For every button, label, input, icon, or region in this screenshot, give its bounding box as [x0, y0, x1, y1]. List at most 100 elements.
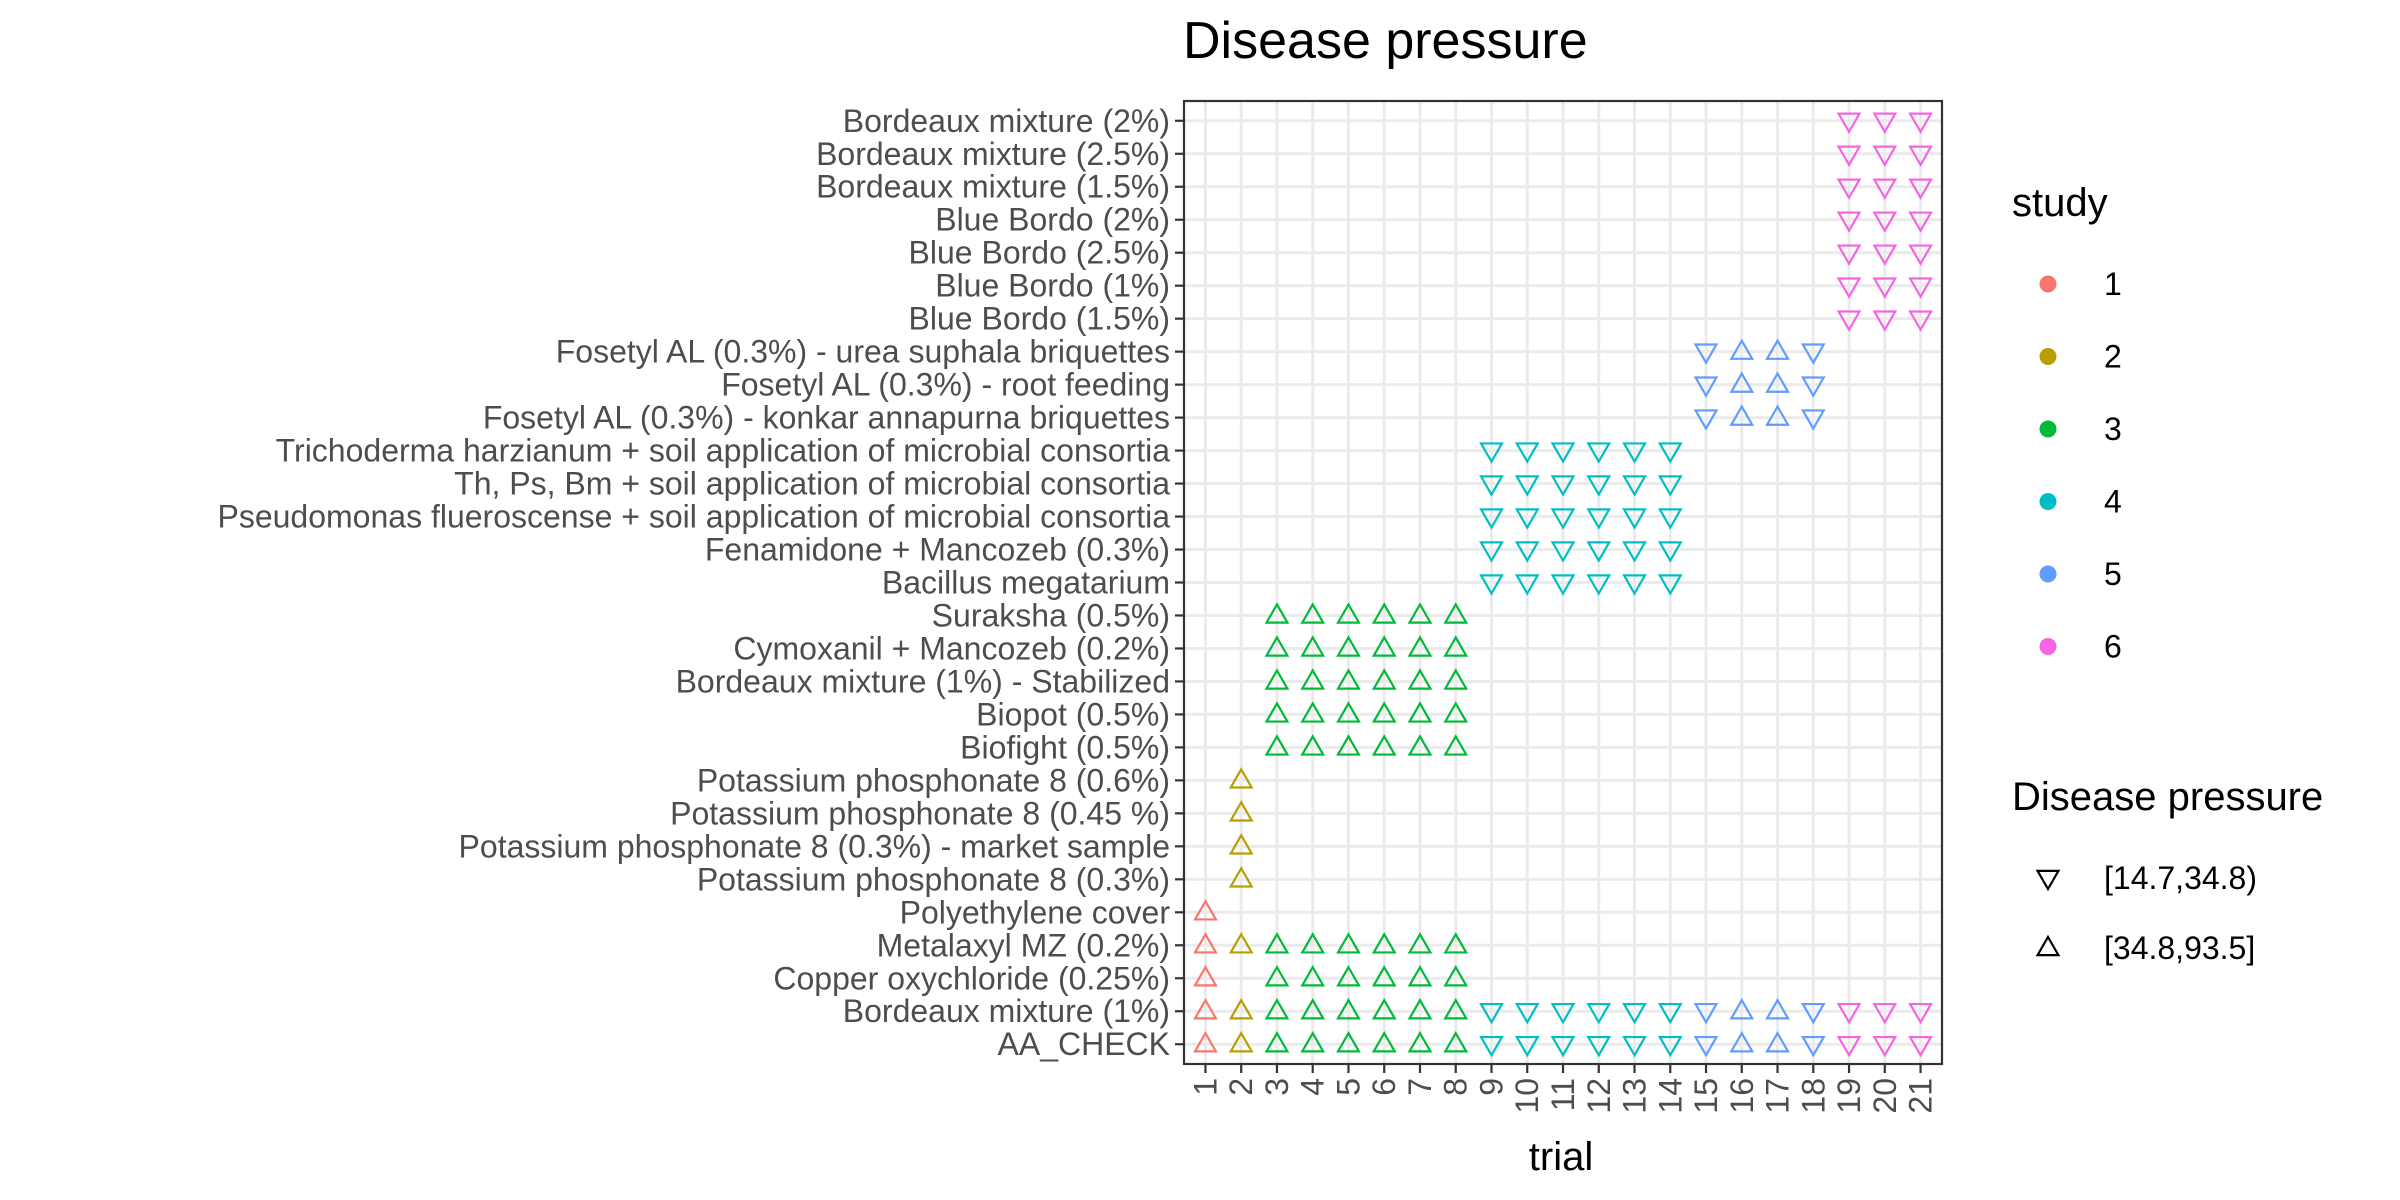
- y-tick-label: Fosetyl AL (0.3%) - urea suphala briquet…: [556, 334, 1170, 370]
- data-point: [1514, 1002, 1540, 1025]
- data-point: [1800, 409, 1826, 431]
- data-point: [1407, 965, 1433, 987]
- data-point: [1228, 800, 1254, 822]
- data-point: [1336, 668, 1361, 690]
- y-tick-label: Blue Bordo (1.5%): [909, 301, 1170, 337]
- data-point: [1622, 508, 1647, 530]
- data-point: [1550, 1002, 1576, 1025]
- x-tick-label: 9: [1473, 1078, 1509, 1096]
- data-point: [1336, 965, 1361, 987]
- data-point: [1908, 211, 1933, 233]
- data-point: [1443, 701, 1469, 723]
- data-point: [1765, 338, 1790, 360]
- y-tick-label: Trichoderma harzianum + soil application…: [276, 433, 1171, 469]
- data-point: [1765, 371, 1790, 393]
- data-point: [1443, 602, 1469, 624]
- data-point: [1693, 409, 1719, 431]
- legend-color-swatch: [2039, 420, 2057, 438]
- data-point: [1407, 932, 1433, 954]
- data-point: [1550, 508, 1576, 530]
- data-point: [1479, 508, 1504, 530]
- data-point: [1586, 1002, 1612, 1025]
- y-tick-label: Bordeaux mixture (2.5%): [816, 136, 1170, 172]
- data-point: [1657, 541, 1683, 563]
- data-point: [1622, 1035, 1647, 1058]
- x-axis-label: trial: [1529, 1135, 1593, 1179]
- data-point: [1872, 244, 1898, 266]
- data-point: [1872, 178, 1898, 200]
- data-point: [1407, 635, 1433, 657]
- data-point: [1514, 508, 1540, 530]
- data-point: [1872, 1002, 1898, 1025]
- data-point: [1371, 965, 1397, 987]
- y-tick-label: Bacillus megatarium: [882, 565, 1170, 601]
- data-point: [1586, 574, 1612, 596]
- data-point: [1872, 145, 1898, 167]
- data-point: [1443, 1031, 1469, 1053]
- data-point: [1336, 602, 1361, 624]
- data-point: [1371, 668, 1397, 690]
- data-point: [1264, 701, 1290, 723]
- data-point: [1729, 1031, 1755, 1053]
- x-tick-label: 3: [1259, 1078, 1295, 1096]
- data-point: [1300, 932, 1326, 954]
- x-tick-label: 11: [1545, 1078, 1581, 1111]
- legend-color-swatch: [2039, 638, 2057, 655]
- y-tick-label: Fosetyl AL (0.3%) - konkar annapurna bri…: [483, 400, 1170, 436]
- legend-shape-swatch: [2035, 869, 2061, 892]
- x-tick-label: 19: [1831, 1078, 1867, 1114]
- data-point: [1264, 1031, 1290, 1053]
- data-point: [1371, 602, 1397, 624]
- legend-shape-label: [14.7,34.8): [2104, 860, 2257, 896]
- legend-shape-keys: [14.7,34.8) [34.8,93.5]: [2035, 860, 2257, 966]
- y-tick-label: Bordeaux mixture (2%): [843, 103, 1170, 139]
- legend-color-label: 2: [2104, 339, 2122, 375]
- data-point: [1836, 1035, 1862, 1058]
- data-point: [1586, 442, 1612, 464]
- data-point: [1836, 211, 1862, 233]
- data-point: [1622, 442, 1647, 464]
- data-point: [1407, 602, 1433, 624]
- data-point: [1193, 899, 1218, 921]
- data-point: [1300, 965, 1326, 987]
- data-point: [1371, 932, 1397, 954]
- data-point: [1550, 475, 1576, 497]
- legend-color-swatch: [2039, 348, 2057, 365]
- data-point: [1908, 277, 1933, 299]
- data-point: [1193, 998, 1218, 1020]
- data-point: [1550, 1035, 1576, 1058]
- data-point: [1729, 371, 1755, 393]
- data-point: [1800, 1002, 1826, 1025]
- data-point: [1836, 112, 1862, 134]
- data-point: [1622, 1002, 1647, 1025]
- y-tick-label: Bordeaux mixture (1%): [843, 993, 1170, 1029]
- x-tick-label: 18: [1795, 1078, 1831, 1114]
- data-point: [1693, 376, 1719, 398]
- y-tick-label: Fenamidone + Mancozeb (0.3%): [705, 532, 1170, 568]
- data-point: [1407, 734, 1433, 756]
- data-point: [1586, 1035, 1612, 1058]
- data-point: [1514, 442, 1540, 464]
- data-point: [1622, 541, 1647, 563]
- data-point: [1908, 244, 1933, 266]
- legend-color-label: 3: [2104, 411, 2122, 447]
- data-point: [1693, 1035, 1719, 1058]
- data-point: [1836, 244, 1862, 266]
- data-points: [1193, 112, 1933, 1058]
- data-point: [1371, 635, 1397, 657]
- data-point: [1193, 932, 1218, 954]
- data-point: [1407, 701, 1433, 723]
- data-point: [1228, 833, 1254, 855]
- y-tick-label: Pseudomonas flueroscense + soil applicat…: [217, 499, 1170, 535]
- data-point: [1407, 668, 1433, 690]
- data-point: [1836, 277, 1862, 299]
- y-tick-label: Potassium phosphonate 8 (0.6%): [697, 762, 1170, 798]
- y-tick-label: Potassium phosphonate 8 (0.3%) - market …: [459, 828, 1170, 864]
- data-point: [1443, 635, 1469, 657]
- data-point: [1586, 541, 1612, 563]
- data-point: [1800, 343, 1826, 365]
- data-point: [1693, 1002, 1719, 1025]
- y-tick-label: Potassium phosphonate 8 (0.45 %): [670, 795, 1170, 831]
- data-point: [1336, 998, 1361, 1020]
